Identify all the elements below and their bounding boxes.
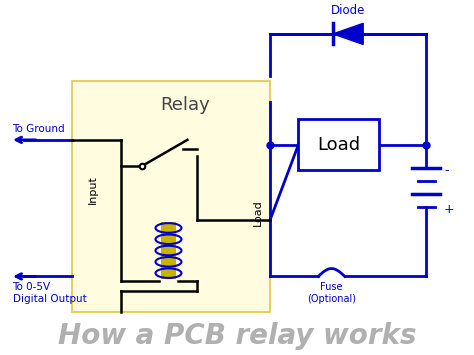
- Bar: [72, 81, 270, 312]
- Bar: [161, 222, 176, 279]
- Text: To 0-5V
Digital Output: To 0-5V Digital Output: [12, 282, 86, 304]
- Text: -: -: [444, 164, 448, 177]
- Text: +: +: [444, 203, 455, 216]
- Text: Load: Load: [317, 136, 360, 154]
- Text: Diode: Diode: [331, 4, 365, 17]
- Text: Relay: Relay: [160, 95, 210, 114]
- Text: Fuse
(Optional): Fuse (Optional): [307, 282, 356, 304]
- Text: How a PCB relay works: How a PCB relay works: [58, 322, 416, 350]
- Bar: [299, 119, 379, 170]
- Text: To Ground: To Ground: [12, 124, 65, 134]
- Text: Input: Input: [88, 175, 98, 204]
- Text: Load: Load: [253, 200, 263, 226]
- Polygon shape: [333, 23, 363, 44]
